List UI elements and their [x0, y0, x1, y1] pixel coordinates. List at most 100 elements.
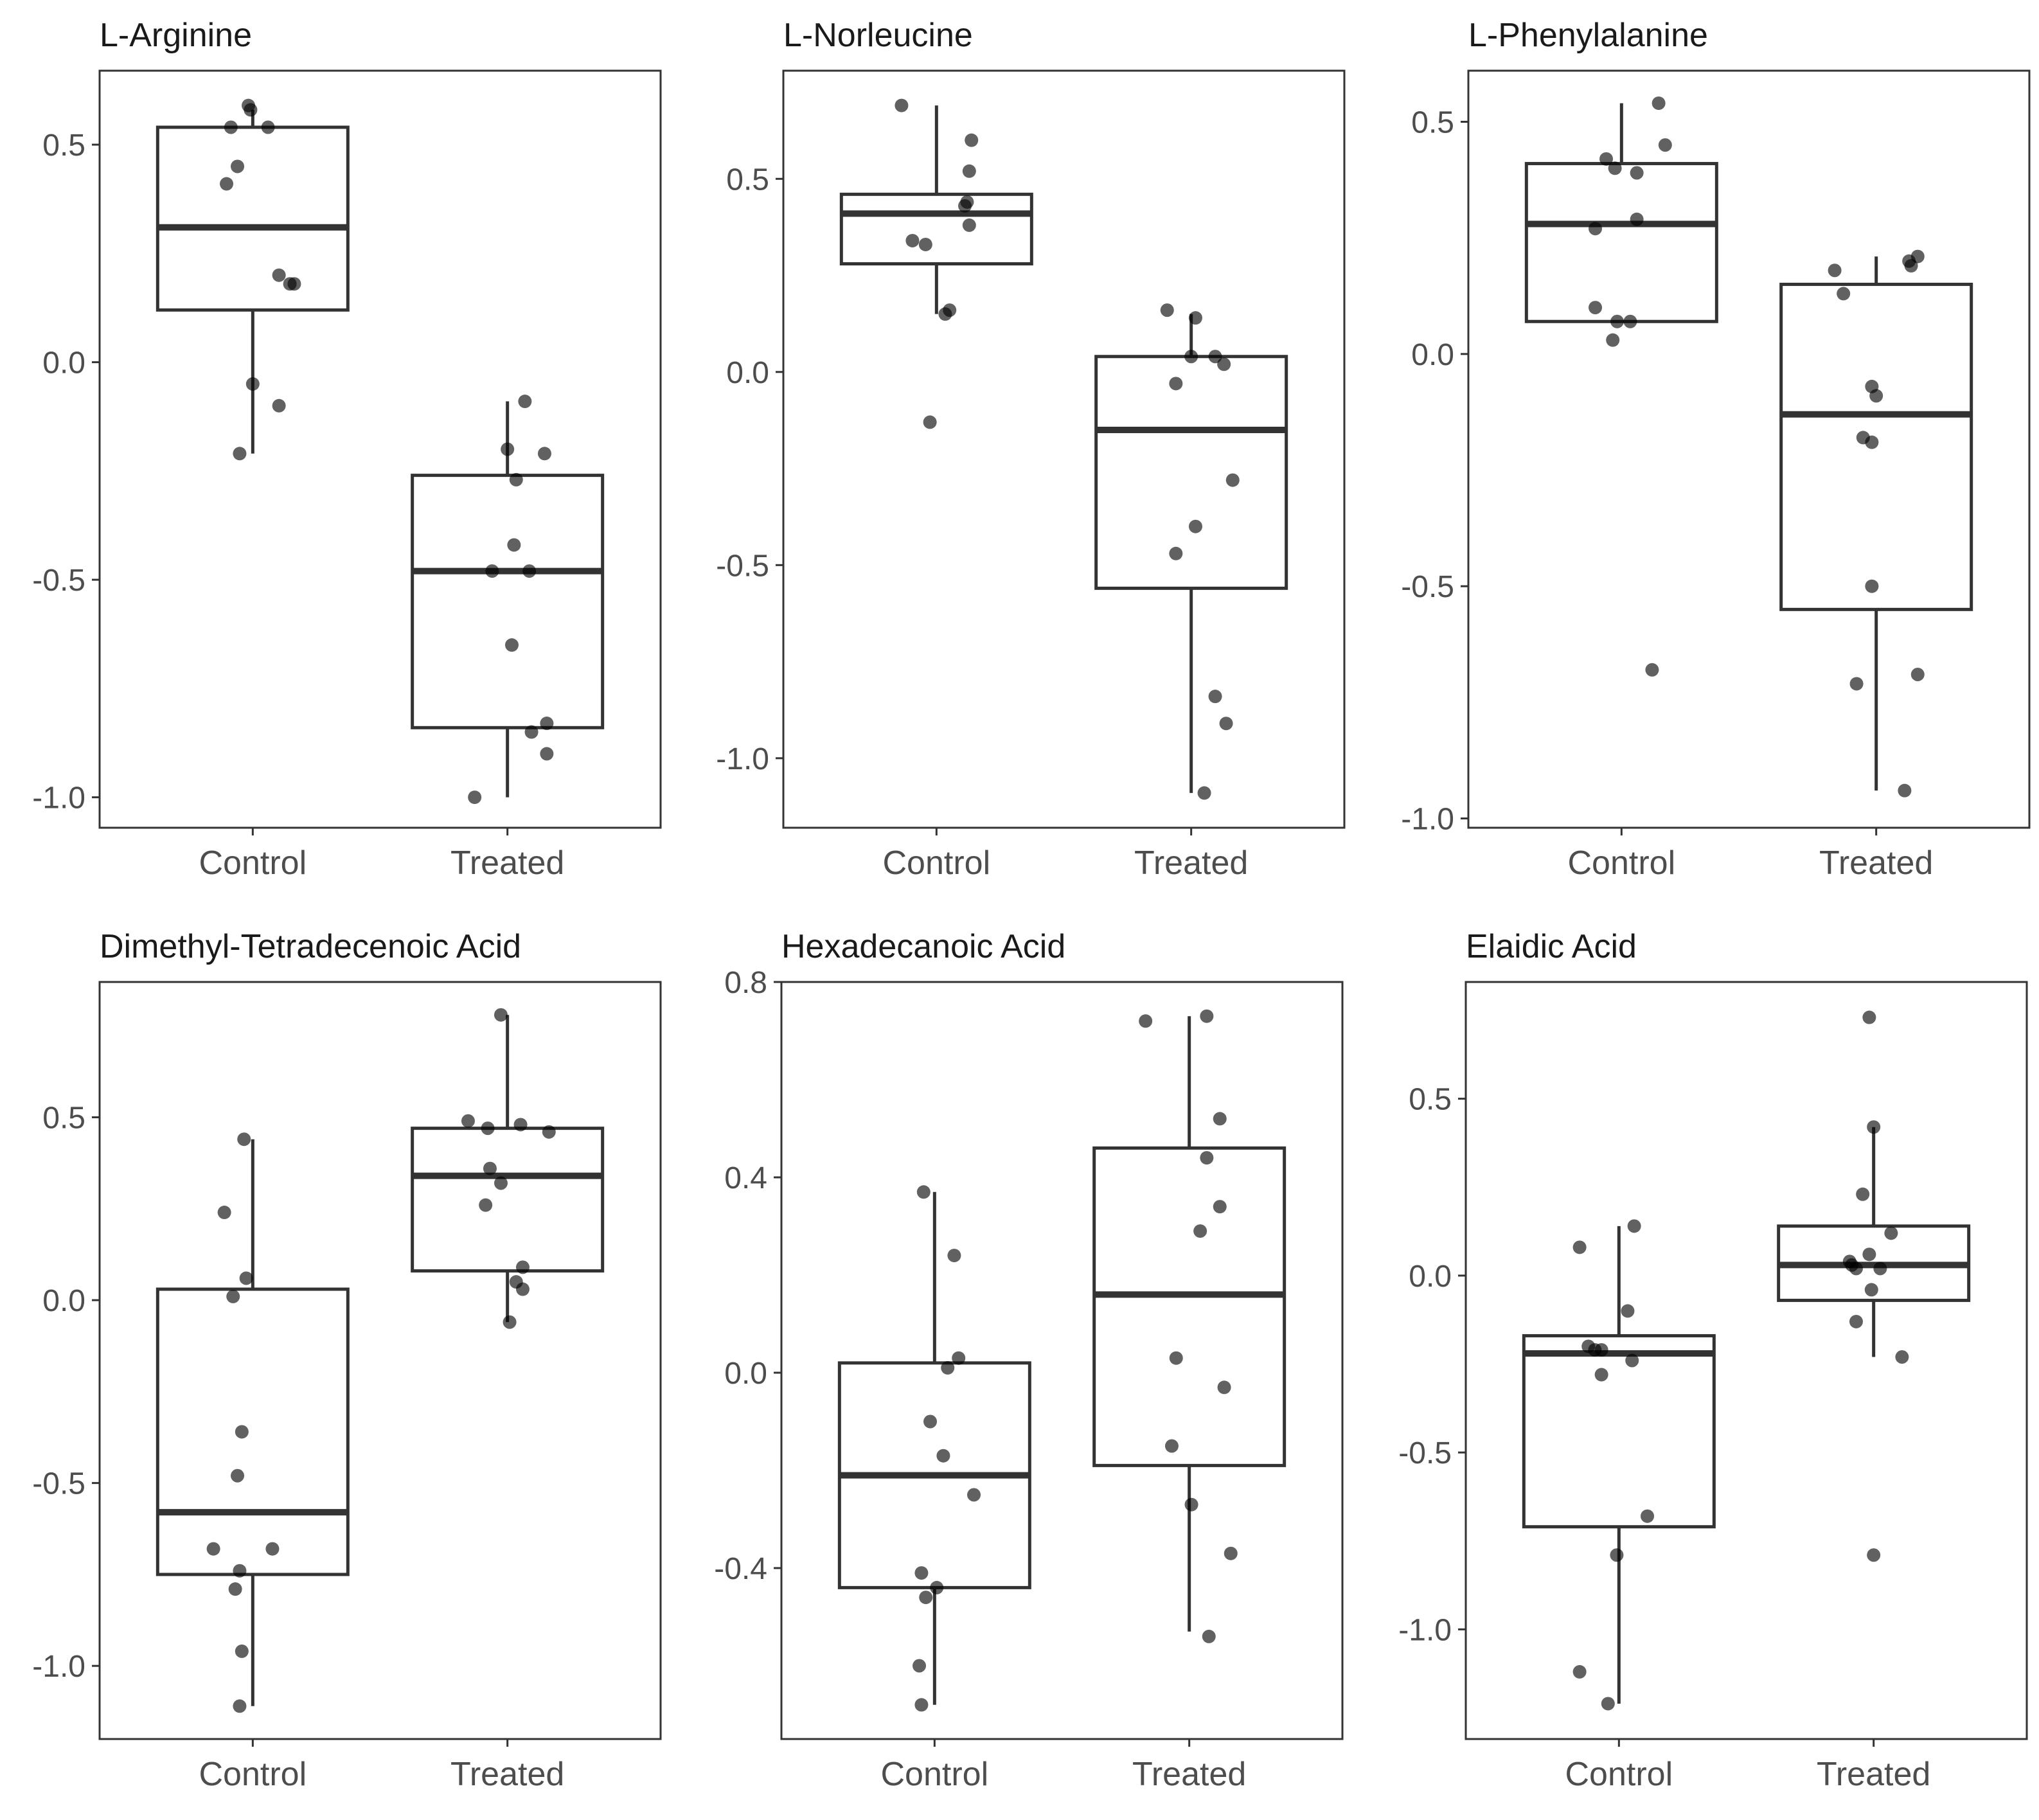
data-point [930, 1580, 944, 1594]
data-point [542, 1125, 556, 1139]
y-tick-label: -1.0 [716, 742, 769, 776]
x-category-label: Control [1565, 1756, 1673, 1793]
plot-frame [98, 69, 662, 829]
data-point [481, 1121, 495, 1136]
data-point [1625, 1353, 1639, 1368]
data-point [461, 1114, 475, 1128]
data-point [272, 268, 286, 282]
data-point [1217, 1380, 1231, 1395]
data-point [1160, 303, 1174, 317]
data-point [1862, 1247, 1876, 1262]
data-point [962, 218, 976, 232]
y-tick-label: 0.5 [42, 1102, 85, 1136]
plot-frame [1465, 981, 2028, 1740]
x-category-label: Control [881, 1756, 989, 1793]
data-point [1184, 350, 1198, 364]
data-point [1572, 1240, 1587, 1254]
data-point [1606, 333, 1620, 347]
data-point [1200, 1151, 1214, 1165]
panel-4: Dimethyl-Tetradecenoic Acid 0.5 0.0 -0.5 -1.… [32, 928, 662, 1793]
data-point [1645, 663, 1659, 677]
data-point [947, 1249, 961, 1263]
data-point [509, 472, 523, 486]
data-point [1652, 96, 1666, 111]
iqr-box [411, 474, 605, 729]
data-point [1594, 1343, 1608, 1357]
data-point [1867, 1548, 1881, 1562]
data-point [239, 1271, 253, 1285]
data-point [226, 1289, 240, 1303]
data-point [1213, 1200, 1227, 1214]
panel-3: L-Phenylalanine 0.5 0.0 -0.5 -1.0 Control Trea… [1401, 17, 2031, 882]
data-point [1169, 377, 1183, 391]
data-point [923, 415, 937, 429]
data-point [952, 1351, 966, 1365]
y-tick-label: -0.4 [714, 1552, 767, 1586]
data-point [220, 177, 234, 191]
data-point [224, 120, 238, 134]
data-point [235, 1644, 249, 1658]
x-category-label: Treated [1132, 1756, 1246, 1793]
data-point [494, 1008, 508, 1022]
data-point [1217, 357, 1231, 371]
iqr-box [411, 1127, 605, 1273]
data-point [1208, 690, 1222, 704]
data-point [261, 120, 275, 134]
data-point [895, 98, 909, 112]
plot-frame [782, 69, 1346, 829]
data-point [501, 442, 515, 456]
data-point [515, 1282, 530, 1296]
y-tick-label: 0.0 [1411, 338, 1454, 372]
data-point [1188, 519, 1202, 533]
data-point [1865, 435, 1879, 449]
data-point [1895, 1350, 1909, 1364]
y-tick-label: -0.5 [32, 1467, 85, 1501]
data-point [1856, 1187, 1870, 1201]
data-point [233, 1699, 247, 1713]
panel-6: Elaidic Acid 0.5 0.0 -0.5 -1.0 Control Treated [1398, 928, 2028, 1793]
x-category-label: Treated [450, 844, 564, 882]
y-tick-label: -1.0 [32, 781, 85, 816]
data-point [524, 725, 539, 739]
data-point [1610, 314, 1625, 328]
data-point [958, 199, 972, 213]
data-point [1608, 161, 1622, 175]
data-point [522, 564, 537, 578]
y-tick-label: 0.5 [726, 163, 769, 197]
data-point [1898, 783, 1912, 798]
data-point [206, 1542, 220, 1556]
data-point [923, 1414, 938, 1429]
plot-frame [98, 981, 662, 1740]
plot-frame [780, 981, 1344, 1740]
data-point [1873, 1262, 1887, 1276]
data-point [507, 538, 521, 552]
y-tick-label: 0.5 [1409, 1083, 1452, 1117]
data-point [1867, 1120, 1881, 1134]
data-point [1599, 152, 1614, 166]
y-tick-label: 0.0 [42, 346, 85, 380]
data-point [1884, 1226, 1898, 1240]
data-point [1837, 287, 1851, 301]
data-point [228, 1582, 242, 1596]
data-point [494, 1176, 508, 1190]
x-category-label: Control [883, 844, 991, 882]
data-point [233, 447, 247, 461]
data-point [540, 717, 554, 731]
x-category-label: Treated [1817, 1756, 1930, 1793]
data-point [1627, 1219, 1641, 1233]
data-point [919, 1591, 933, 1605]
y-tick-label: 0.0 [42, 1284, 85, 1318]
data-point [1193, 1224, 1207, 1238]
data-point [1641, 1509, 1655, 1523]
data-point [1621, 1304, 1635, 1318]
iqr-box [156, 1287, 350, 1576]
data-point [1828, 263, 1842, 278]
data-point [468, 790, 482, 805]
data-point [1589, 301, 1603, 315]
data-point [1208, 350, 1222, 364]
iqr-box [1524, 162, 1718, 323]
panel-5: Hexadecanoic Acid 0.8 0.4 0.0 -0.4 Control Tre… [714, 928, 1344, 1793]
data-point [1200, 1009, 1214, 1023]
panel-title: Hexadecanoic Acid [781, 928, 1065, 965]
data-point [1630, 166, 1644, 180]
